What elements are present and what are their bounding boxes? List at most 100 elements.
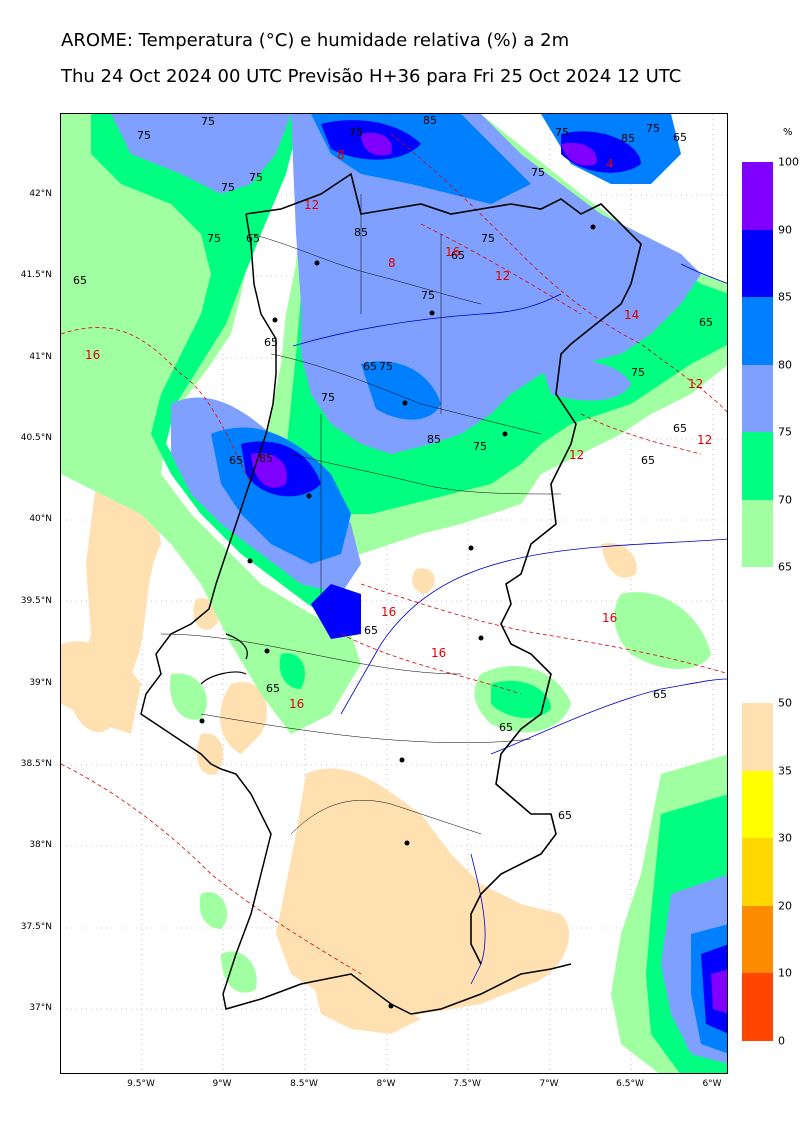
lat-label: 38.5°N (20, 759, 52, 769)
rh-label: 65 (364, 624, 378, 637)
lon-label: 8°W (376, 1079, 396, 1089)
lon-label: 7.5°W (453, 1079, 481, 1089)
rh-label: 65 (653, 688, 667, 701)
temperature-tick: 30 (778, 831, 792, 845)
lat-label: 39°N (29, 678, 52, 688)
lat-label: 38°N (29, 840, 52, 850)
temp-label: 8 (388, 256, 396, 270)
rh-label: 75 (481, 232, 495, 245)
rh-label: 75 (137, 129, 151, 142)
rh-label: 65 (229, 454, 243, 467)
temp-label: 16 (289, 697, 304, 711)
humidity-swatch (742, 432, 773, 500)
rh-label: 75 (201, 115, 215, 128)
water-bodies (200, 633, 248, 685)
humidity-tick: 75 (778, 425, 792, 439)
rh-label: 65 (73, 274, 87, 287)
rh-label: 75 (349, 126, 363, 139)
rh-label: 85 (423, 114, 437, 127)
temperature-tick: 20 (778, 899, 792, 913)
temp-label: 8 (337, 148, 345, 162)
lat-label: 39.5°N (20, 596, 52, 606)
rh-label: 65 (246, 232, 260, 245)
temp-label: 16 (445, 245, 460, 259)
humidity-contour-labels: 75 75 75 75 75 75 75 75 75 75 75 75 75 7… (73, 114, 713, 822)
rh-label: 65 (363, 360, 377, 373)
rh-label: 85 (354, 226, 368, 239)
temperature-tick: 35 (778, 764, 792, 778)
temperature-swatch (742, 973, 773, 1041)
rh-label: 75 (249, 171, 263, 184)
rh-label: 65 (558, 809, 572, 822)
forecast-map: 75 75 75 75 75 75 75 75 75 75 75 75 75 7… (61, 114, 727, 1073)
humidity-tick: 65 (778, 560, 792, 574)
temp-label: 12 (688, 377, 703, 391)
lat-label: 41.5°N (20, 270, 52, 280)
temp-label: 12 (495, 269, 510, 283)
rh-label: 85 (427, 433, 441, 446)
rh-label: 65 (451, 249, 465, 262)
rh-label: 75 (321, 391, 335, 404)
temperature-tick: 0 (778, 1034, 785, 1048)
humidity-shading-90 (251, 132, 727, 1014)
lat-label: 37.5°N (20, 922, 52, 932)
lon-label: 9.5°W (127, 1079, 155, 1089)
humidity-tick: 90 (778, 223, 792, 237)
rh-label: 75 (473, 440, 487, 453)
rh-label: 65 (699, 316, 713, 329)
lat-label: 42°N (29, 189, 52, 199)
lon-label: 6°W (702, 1079, 722, 1089)
temp-label: 16 (381, 605, 396, 619)
temperature-swatch (742, 703, 773, 771)
humidity-swatch (742, 500, 773, 567)
humidity-tick: 70 (778, 493, 792, 507)
rh-label: 75 (379, 360, 393, 373)
rh-label: 65 (499, 721, 513, 734)
humidity-swatch (742, 297, 773, 365)
lon-label: 7°W (539, 1079, 559, 1089)
temperature-contour-labels: 12 12 12 12 12 14 16 16 16 16 16 16 8 8 … (85, 148, 712, 711)
humidity-tick: 100 (778, 155, 799, 169)
rh-label: 75 (531, 166, 545, 179)
temperature-contours (61, 133, 727, 975)
lon-label: 9°W (212, 1079, 232, 1089)
rh-label: 75 (421, 289, 435, 302)
rivers (292, 263, 727, 985)
rh-label: 75 (221, 181, 235, 194)
temp-label: 12 (697, 433, 712, 447)
rh-label: 75 (207, 232, 221, 245)
temperature-swatch (742, 838, 773, 906)
humidity-tick: 85 (778, 290, 792, 304)
coastline (140, 213, 572, 1015)
rh-label: 65 (266, 682, 280, 695)
humidity-swatch (742, 162, 773, 230)
temp-label: 16 (602, 611, 617, 625)
rh-label: 65 (673, 131, 687, 144)
temp-label: 14 (624, 308, 639, 322)
temp-label: 12 (569, 448, 584, 462)
temperature-swatch (742, 906, 773, 973)
lat-label: 40.5°N (20, 433, 52, 443)
rh-label: 85 (259, 452, 273, 465)
temp-label: 16 (431, 646, 446, 660)
lat-label: 41°N (29, 352, 52, 362)
rh-label: 65 (673, 422, 687, 435)
lon-label: 6.5°W (616, 1079, 644, 1089)
humidity-swatch (742, 365, 773, 432)
map-panel: 75 75 75 75 75 75 75 75 75 75 75 75 75 7… (60, 113, 728, 1074)
map-subtitle: Thu 24 Oct 2024 00 UTC Previsão H+36 par… (61, 66, 682, 87)
city-markers (199, 224, 596, 1009)
temperature-swatch (742, 771, 773, 838)
rh-label: 75 (555, 126, 569, 139)
humidity-unit-label: % (783, 127, 793, 138)
temp-label: 4 (606, 157, 614, 171)
lat-label: 37°N (29, 1003, 52, 1013)
rh-label: 75 (631, 366, 645, 379)
humidity-tick: 80 (778, 358, 792, 372)
spain-portugal-border (245, 172, 642, 965)
district-lines (160, 194, 562, 835)
temperature-tick: 10 (778, 966, 792, 980)
rh-label: 65 (264, 336, 278, 349)
temp-label: 12 (304, 198, 319, 212)
temperature-tick: 50 (778, 696, 792, 710)
